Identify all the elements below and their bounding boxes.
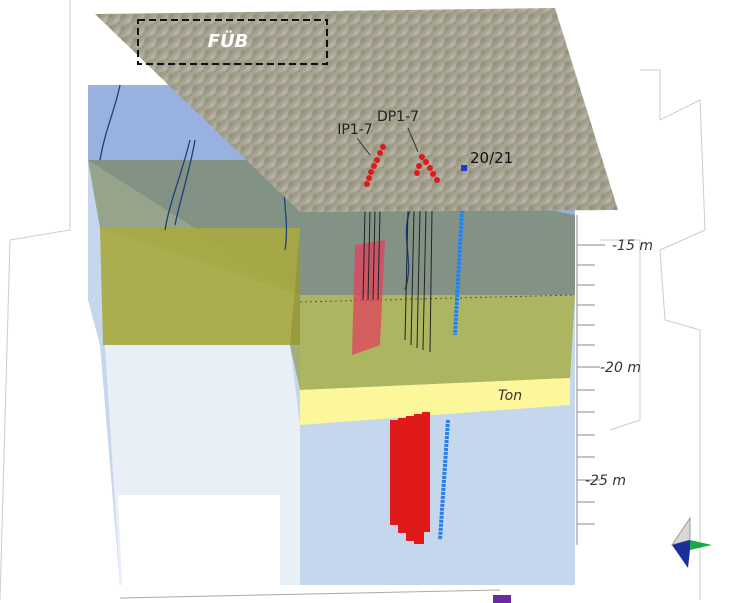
dp-label: DP1-7 (377, 109, 419, 125)
well-label: 20/21 (470, 149, 513, 167)
depth-label: -15 m (612, 238, 653, 254)
area-label: FÜB (208, 30, 249, 52)
olive-block (100, 228, 300, 345)
depth-label: -25 m (585, 473, 626, 489)
olive-layer (300, 295, 575, 390)
depth-ticks (577, 215, 605, 545)
ip-bars-lower (390, 412, 430, 544)
compass (672, 518, 712, 568)
front-notch (118, 495, 280, 585)
well-marker (461, 165, 467, 171)
ip-label: IP1-7 (337, 122, 372, 138)
layer-label: Ton (498, 388, 522, 404)
model-view: Ton FÜB IP1-7 DP1-7 20/21 (0, 0, 736, 603)
depth-label: -20 m (600, 360, 641, 376)
bottom-ruler (120, 590, 500, 598)
toolbar-icon[interactable] (493, 595, 511, 603)
